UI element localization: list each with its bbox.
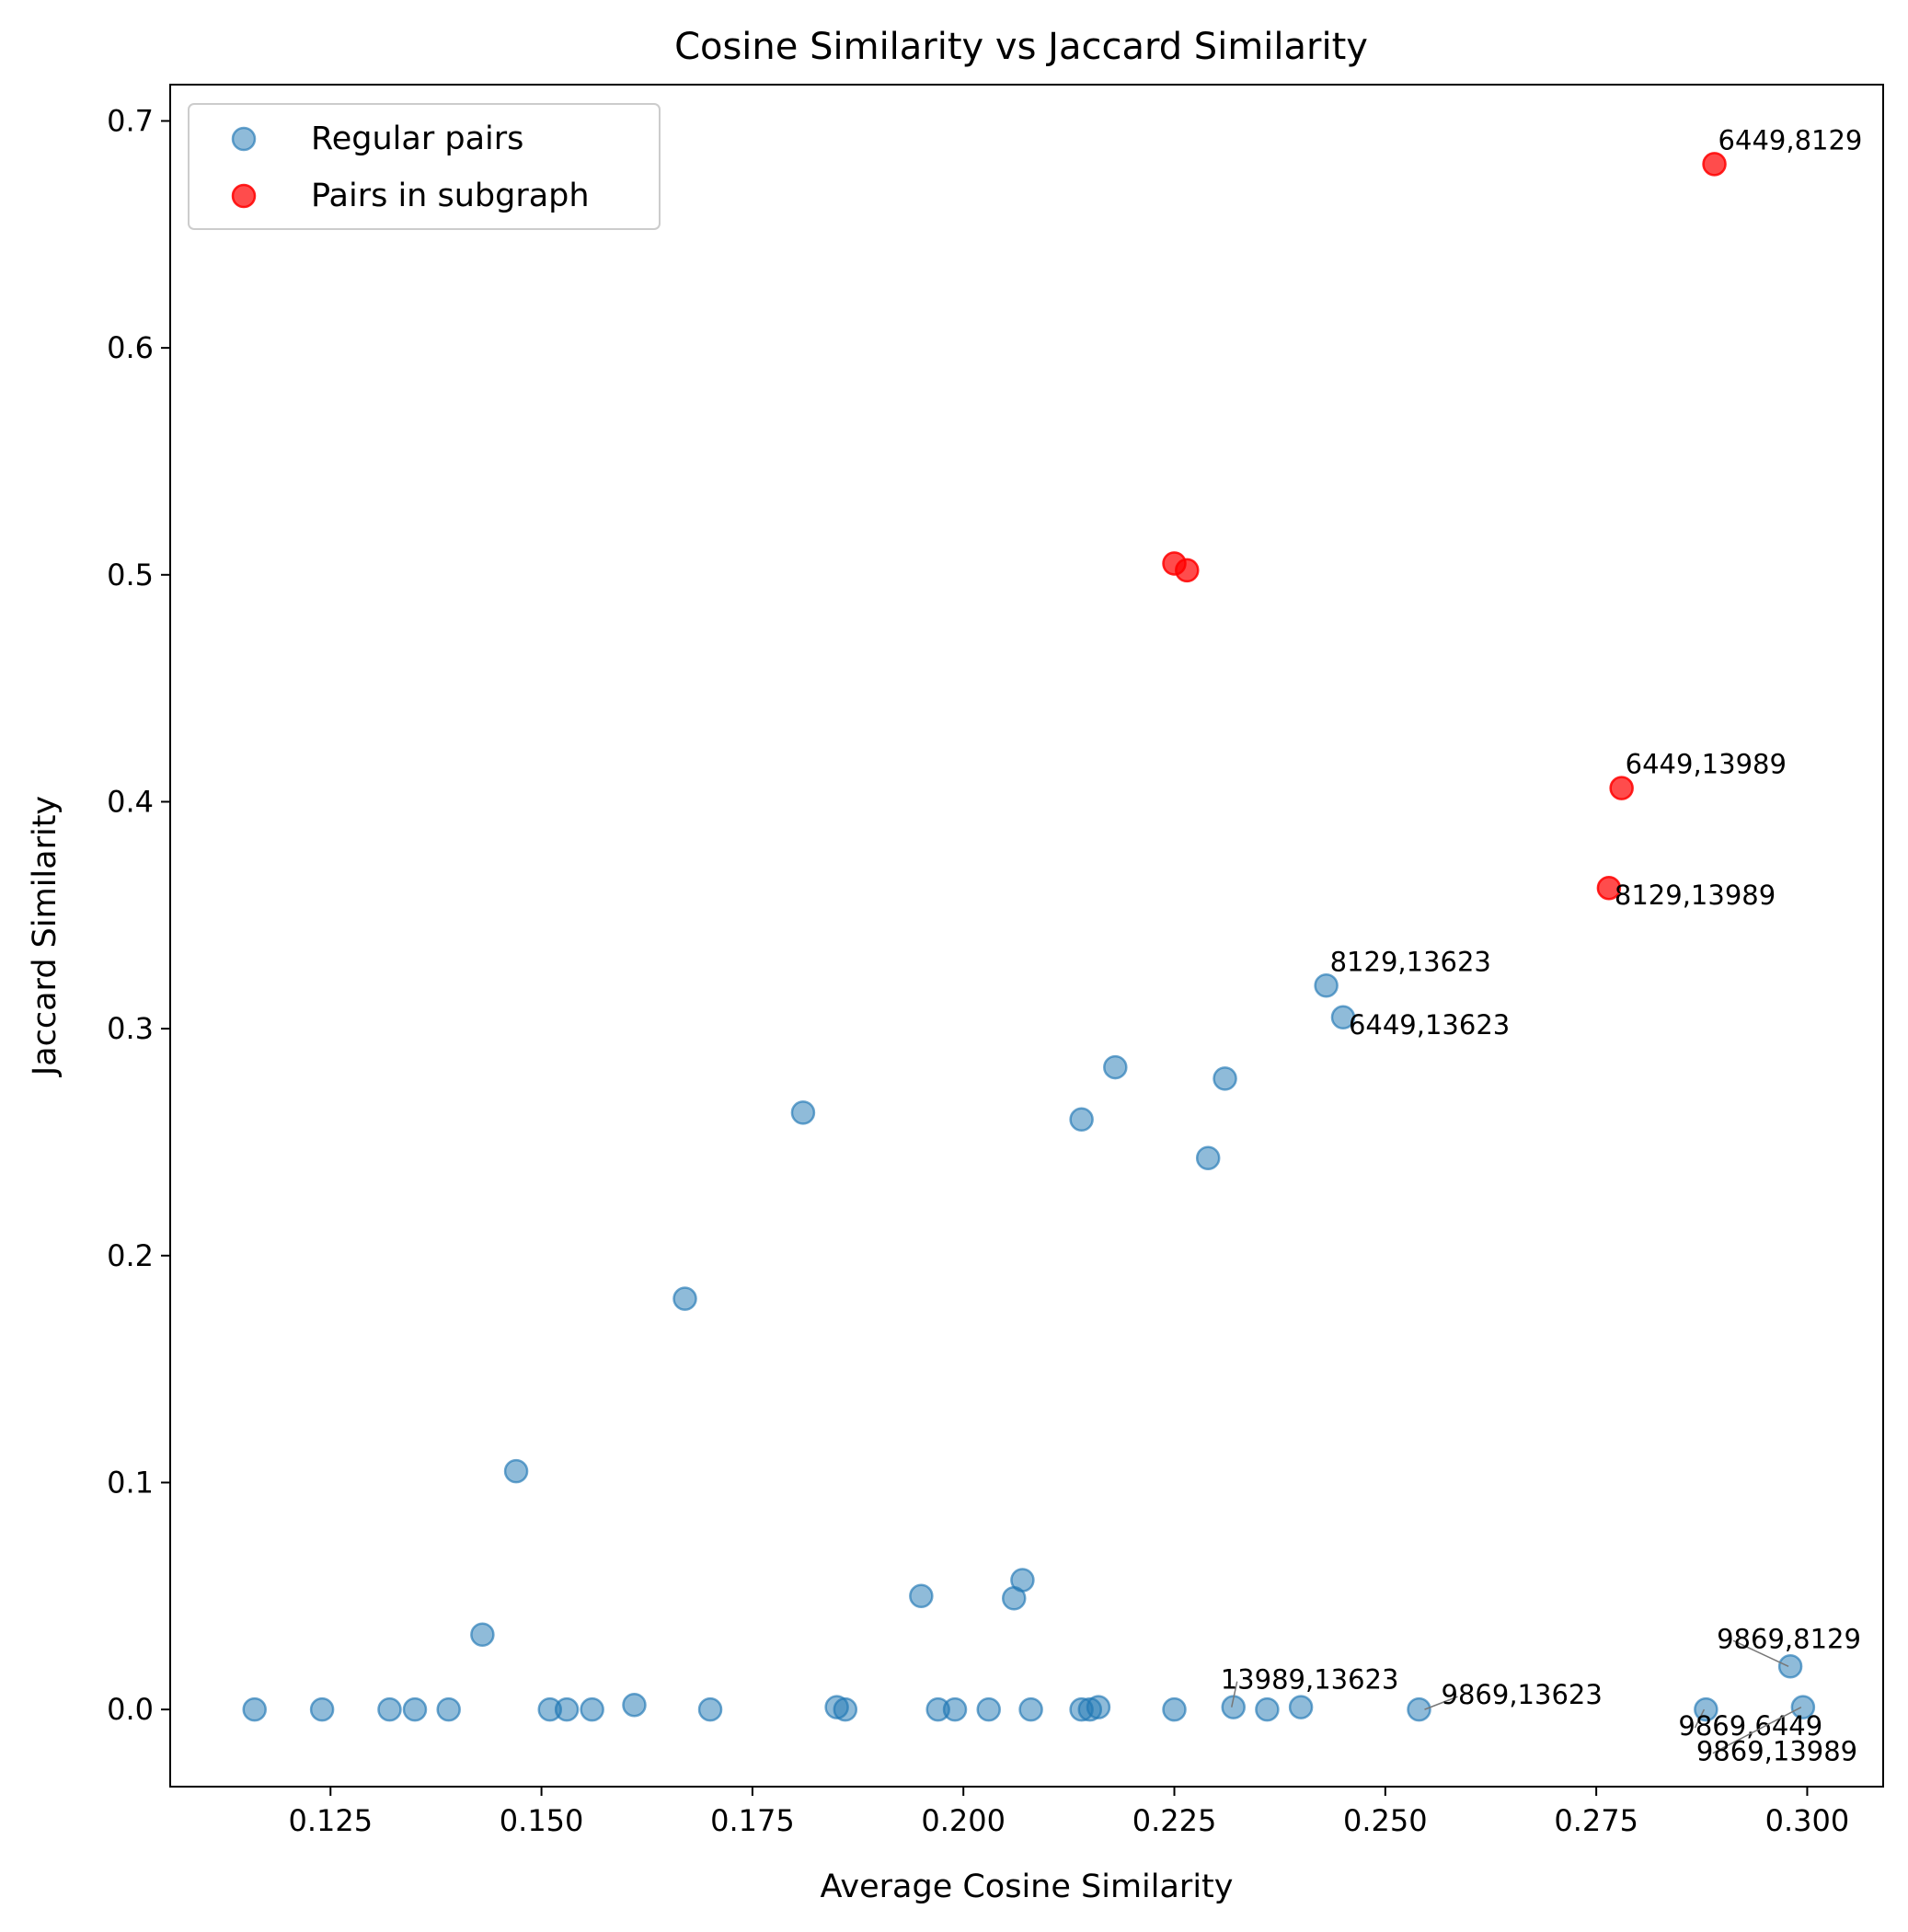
legend-marker-regular-pairs <box>231 126 257 152</box>
point-regular-pairs-34 <box>1314 973 1339 998</box>
annotation-label-4: 6449,13623 <box>1349 1009 1510 1041</box>
x-axis-label: Average Cosine Similarity <box>821 1869 1234 1905</box>
point-regular-pairs-39 <box>1790 1695 1816 1719</box>
annotation-label-0: 6449,8129 <box>1718 124 1863 155</box>
point-regular-pairs-0 <box>242 1696 267 1722</box>
annotation-label-1: 6449,13989 <box>1626 749 1787 780</box>
x-tick-label-4: 0.225 <box>1132 1803 1217 1838</box>
point-regular-pairs-15 <box>833 1696 858 1722</box>
legend-marker-pairs-in-subgraph <box>231 183 257 209</box>
legend: Regular pairs Pairs in subgraph <box>188 103 661 230</box>
legend-box <box>188 103 661 230</box>
annotation-arrow-9 <box>1712 1707 1802 1754</box>
point-pairs-in-subgraph-2 <box>1596 875 1622 901</box>
y-axis: 0.0 0.1 0.2 0.3 0.4 0.5 0.6 0.7 <box>107 103 170 1727</box>
annotation-label-6: 13989,13623 <box>1221 1664 1399 1696</box>
y-tick-label-5: 0.5 <box>107 558 154 592</box>
x-tick-label-3: 0.200 <box>921 1803 1006 1838</box>
point-pairs-in-subgraph-3 <box>1609 776 1634 800</box>
point-regular-pairs-27 <box>1103 1054 1128 1080</box>
point-regular-pairs-5 <box>470 1622 495 1647</box>
point-regular-pairs-22 <box>1018 1696 1043 1722</box>
x-axis: 0.125 0.150 0.175 0.200 0.225 0.250 0.275 0.300 <box>288 1787 1849 1838</box>
point-regular-pairs-10 <box>622 1692 647 1718</box>
annotation-layer: 6449,8129 6449,13989 8129,13989 8129,13623 6… <box>1221 124 1863 1766</box>
y-tick-label-2: 0.2 <box>107 1238 154 1273</box>
chart-title: Cosine Similarity vs Jaccard Similarity <box>674 26 1368 68</box>
point-regular-pairs-6 <box>503 1458 529 1484</box>
y-tick-label-7: 0.7 <box>107 103 154 138</box>
x-tick-label-5: 0.250 <box>1343 1803 1428 1838</box>
point-regular-pairs-28 <box>1162 1696 1187 1722</box>
point-regular-pairs-37 <box>1694 1696 1718 1722</box>
point-regular-pairs-8 <box>554 1696 580 1722</box>
annotation-label-9: 9869,13989 <box>1696 1736 1857 1767</box>
plot-frame <box>169 84 1884 1788</box>
x-tick-label-1: 0.150 <box>500 1803 584 1838</box>
point-regular-pairs-33 <box>1288 1695 1314 1719</box>
annotation-arrow-6 <box>1230 1681 1238 1708</box>
point-regular-pairs-30 <box>1213 1066 1237 1091</box>
point-regular-pairs-16 <box>909 1583 934 1609</box>
point-regular-pairs-2 <box>377 1696 402 1722</box>
y-tick-label-4: 0.4 <box>107 784 154 819</box>
point-pairs-in-subgraph-1 <box>1175 558 1200 583</box>
point-regular-pairs-19 <box>976 1696 1001 1722</box>
x-tick-label-0: 0.125 <box>288 1803 373 1838</box>
legend-label-regular-pairs: Regular pairs <box>311 121 523 157</box>
annotation-label-2: 8129,13989 <box>1615 880 1776 911</box>
annotation-label-7: 9869,13623 <box>1442 1679 1603 1710</box>
point-regular-pairs-1 <box>309 1696 335 1722</box>
point-regular-pairs-26 <box>1086 1695 1111 1719</box>
legend-label-pairs-in-subgraph: Pairs in subgraph <box>311 178 590 214</box>
annotation-arrow-7 <box>1424 1696 1458 1710</box>
annotation-arrow-5 <box>1732 1639 1789 1667</box>
point-regular-pairs-4 <box>436 1696 461 1722</box>
annotation-label-3: 8129,13623 <box>1330 946 1491 977</box>
points-layer <box>242 152 1816 1722</box>
annotation-arrow-8 <box>1694 1708 1706 1729</box>
point-regular-pairs-38 <box>1777 1654 1803 1679</box>
point-regular-pairs-29 <box>1195 1145 1221 1170</box>
y-axis-label: Jaccard Similarity <box>27 796 63 1077</box>
point-regular-pairs-21 <box>1010 1568 1035 1593</box>
point-regular-pairs-32 <box>1255 1696 1280 1722</box>
x-tick-label-7: 0.300 <box>1765 1803 1850 1838</box>
y-tick-label-6: 0.6 <box>107 330 154 365</box>
point-regular-pairs-11 <box>672 1286 697 1311</box>
point-regular-pairs-3 <box>402 1696 428 1722</box>
y-tick-label-0: 0.0 <box>107 1692 154 1727</box>
annotation-label-5: 9869,8129 <box>1717 1623 1861 1654</box>
point-regular-pairs-12 <box>697 1696 723 1722</box>
y-tick-label-1: 0.1 <box>107 1465 154 1500</box>
point-regular-pairs-13 <box>790 1100 816 1125</box>
point-regular-pairs-35 <box>1330 1005 1356 1030</box>
point-regular-pairs-9 <box>580 1696 604 1722</box>
point-regular-pairs-18 <box>942 1696 968 1722</box>
x-tick-label-6: 0.275 <box>1554 1803 1638 1838</box>
y-tick-label-3: 0.3 <box>107 1011 154 1046</box>
point-regular-pairs-36 <box>1407 1696 1431 1722</box>
annotation-label-8: 9869,6449 <box>1678 1710 1822 1742</box>
point-regular-pairs-23 <box>1069 1107 1094 1133</box>
point-pairs-in-subgraph-4 <box>1702 152 1727 177</box>
x-tick-label-2: 0.175 <box>710 1803 795 1838</box>
